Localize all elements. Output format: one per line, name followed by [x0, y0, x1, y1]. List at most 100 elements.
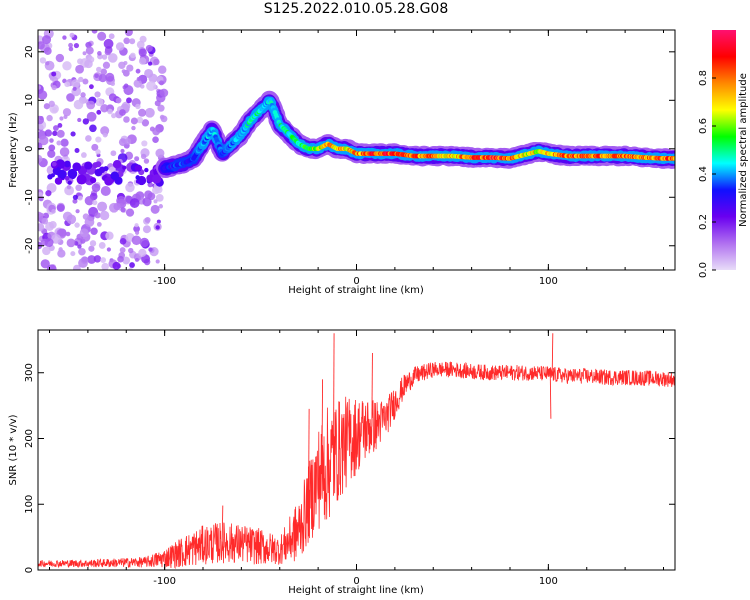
spectrogram-noise-mark: [84, 161, 93, 170]
x-tick-label: 100: [539, 576, 558, 587]
spectrogram-noise-mark: [117, 255, 124, 263]
spectrogram-noise-mark: [124, 138, 132, 145]
colorbar-tick-label: 0.8: [698, 70, 709, 86]
spectrogram-noise-mark: [47, 149, 56, 158]
spectrogram-noise-mark: [115, 42, 125, 51]
x-tick-label: 100: [539, 276, 558, 287]
snr-spike: [308, 408, 310, 505]
spectrogram-noise-mark: [95, 97, 104, 107]
snr-x-axis-label: Height of straight line (km): [288, 585, 424, 596]
spectrogram-noise-mark: [93, 255, 102, 263]
spectrogram-noise-mark: [86, 111, 97, 122]
spectrogram-noise-mark: [128, 247, 134, 254]
spectrogram-noise-mark: [46, 114, 53, 122]
snr-spike: [551, 333, 554, 375]
spectrogram-noise-mark: [131, 235, 142, 246]
spectrogram-noise-mark: [121, 101, 131, 111]
spectrogram-noise-mark: [118, 61, 126, 70]
spectrogram-noise-mark: [128, 267, 133, 270]
spectrogram-noise-mark: [62, 108, 72, 117]
snr-spike: [549, 374, 552, 419]
spectrogram-noise-mark: [72, 198, 78, 204]
spectrogram-noise-mark: [103, 166, 109, 172]
spectrogram-noise-mark: [125, 208, 135, 217]
spectrogram-noise-mark: [44, 129, 53, 137]
spectrogram-noise-mark: [123, 116, 130, 123]
spectrogram-noise-mark: [82, 118, 90, 125]
spectrogram-noise-mark: [59, 116, 64, 121]
spectrogram-noise-mark: [82, 51, 87, 56]
spectrogram-noise-mark: [108, 93, 117, 102]
spectrogram-noise-mark: [102, 61, 111, 69]
spectrogram-noise-mark: [74, 148, 80, 154]
spectrogram-noise-mark: [49, 76, 55, 81]
snr-y-axis-label: SNR (10 * v/v): [8, 414, 19, 485]
spectrogram-noise-mark: [70, 131, 76, 137]
spectrogram-noise-mark: [118, 138, 127, 147]
spectrogram-noise-mark: [156, 219, 161, 224]
spectrogram-noise-mark: [48, 100, 55, 108]
spectrogram-noise-mark: [52, 130, 58, 137]
spectrogram-noise-mark: [79, 228, 89, 238]
spectrogram-noise-mark: [38, 223, 45, 232]
spectrogram-noise-mark: [51, 209, 56, 214]
snr-series-line: [38, 361, 675, 570]
spectrogram-noise-mark: [56, 140, 62, 146]
spectrogram-noise-mark: [38, 41, 45, 50]
spectrogram-noise-mark: [108, 33, 115, 40]
spectrogram-noise-mark: [90, 227, 98, 235]
spectrogram-noise-mark: [94, 212, 101, 219]
spectrogram-noise-mark: [95, 149, 101, 155]
y-tick-label: 200: [24, 429, 35, 448]
spectrogram-noise-mark: [155, 259, 160, 264]
spectrogram-noise-mark: [129, 262, 135, 268]
spectrogram-noise-mark: [51, 84, 57, 91]
spectrogram-noise-mark: [120, 207, 126, 213]
spectrogram-noise-mark: [75, 64, 84, 74]
spectrogram-noise-mark: [76, 174, 87, 185]
spectrogram-noise-mark: [66, 214, 77, 225]
spectrogram-noise-mark: [75, 209, 80, 214]
spectrogram-noise-mark: [147, 61, 153, 66]
spectrogram-noise-mark: [134, 156, 140, 162]
spectrogram-noise-mark: [129, 38, 136, 45]
spectrogram-noise-mark: [135, 103, 141, 110]
spectrogram-noise-mark: [152, 127, 161, 136]
spectrogram-noise-mark: [72, 86, 77, 91]
snr-spike: [221, 505, 224, 543]
spectrogram-noise-mark: [67, 168, 78, 179]
spectrogram-noise-mark: [141, 119, 150, 127]
spectrogram-noise-mark: [77, 117, 82, 123]
spectrogram-noise-mark: [46, 264, 57, 270]
spectrogram-noise-mark: [72, 162, 82, 172]
spectrogram-noise-mark: [73, 99, 84, 110]
spectrogram-noise-mark: [152, 174, 162, 184]
spectrogram-noise-mark: [110, 171, 120, 181]
x-tick-label: 0: [353, 276, 359, 287]
spectrogram-noise-mark: [45, 61, 50, 66]
spectrogram-noise-mark: [87, 255, 96, 264]
spectrogram-noise-mark: [45, 190, 52, 197]
spectrogram-noise-mark: [121, 69, 126, 74]
spectrogram-noise-mark: [133, 79, 142, 88]
spectrogram-noise-mark: [75, 184, 82, 192]
spectrogram-noise-mark: [49, 220, 57, 229]
spectrogram-noise-mark: [91, 143, 99, 151]
spectrogram-noise-mark: [68, 42, 73, 48]
spectrogram-noise-mark: [55, 53, 65, 63]
spectrogram-noise-mark: [141, 140, 148, 147]
spectrogram-noise-mark: [131, 125, 136, 131]
spectrogram-noise-mark: [59, 147, 70, 157]
y-tick-label: -10: [24, 189, 35, 205]
spectrogram-noise-mark: [44, 238, 54, 248]
spectrogram-noise-mark: [99, 210, 110, 221]
x-tick-label: 0: [353, 576, 359, 587]
spectrogram-noise-mark: [43, 103, 50, 110]
spectrogram-noise-mark: [72, 194, 79, 200]
figure-title: S125.2022.010.05.28.G08: [263, 1, 449, 17]
spectrogram-noise-mark: [105, 231, 114, 240]
spectrogram-noise-mark: [80, 256, 89, 265]
spectrogram-noise-mark: [38, 135, 49, 146]
spectrogram-noise-mark: [154, 100, 161, 107]
spectrogram-noise-mark: [153, 58, 160, 66]
